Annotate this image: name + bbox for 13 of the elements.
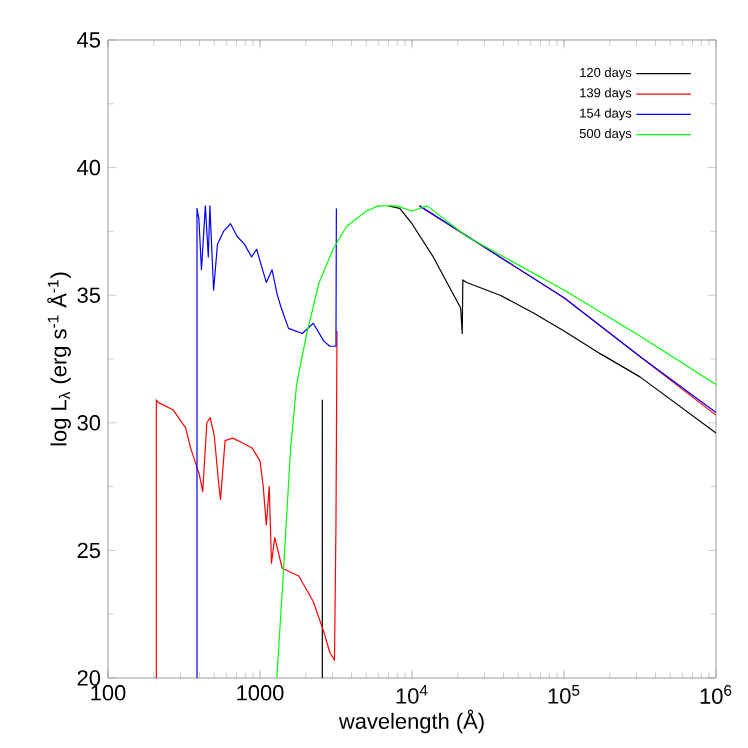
x-tick-label: 100	[91, 685, 126, 701]
y-tick-label: 20	[77, 670, 101, 686]
x-tick-label: 10$^{6}$	[700, 685, 732, 704]
y-axis-title: log L$_{λ}$ (erg s$^{-1}$ Å$^{-1}$)	[47, 272, 71, 446]
x-axis-title: wavelength (Å)	[338, 709, 484, 734]
x-tick-label: 10$^{5}$	[548, 685, 580, 704]
y-tick-label: 40	[77, 159, 101, 176]
x-tick-label: 10$^{4}$	[396, 685, 428, 704]
y-tick-label: 25	[77, 542, 101, 559]
y-tick-label: 30	[77, 415, 101, 431]
y-tick-label: 45	[77, 32, 101, 48]
y-tick-label: 35	[77, 287, 101, 303]
x-tick-label: 1000	[237, 685, 284, 701]
